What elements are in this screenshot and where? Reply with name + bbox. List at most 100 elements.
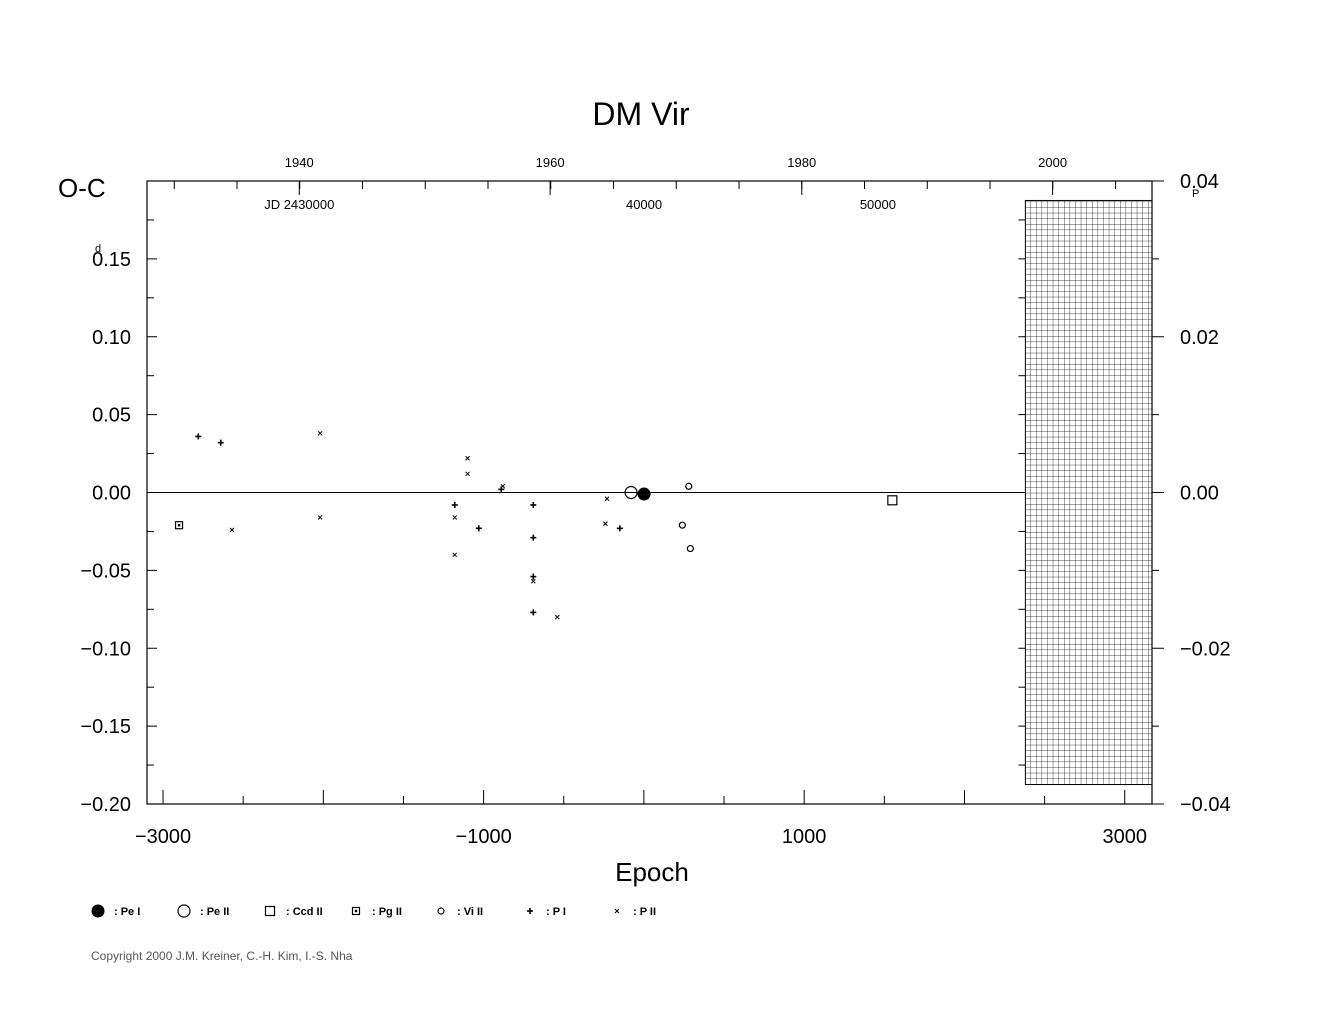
legend-item: : Pe II (177, 904, 229, 918)
open-circle-mark (177, 904, 191, 918)
legend-item: : Ccd II (264, 905, 323, 918)
legend-label: : Pe I (114, 906, 140, 918)
year-tick-label: 1980 (787, 155, 816, 170)
data-point (637, 487, 651, 501)
data-point (475, 525, 482, 532)
cross-b (603, 521, 608, 527)
legend-marker (351, 906, 361, 916)
data-point (500, 483, 506, 489)
small-square-mark (351, 906, 361, 916)
x-tick-label: 1000 (782, 826, 827, 848)
data-point (530, 578, 536, 584)
year-tick-label: 2000 (1038, 155, 1067, 170)
year-tick-label: 1940 (285, 155, 314, 170)
legend: : Pe I : Pe II : Ccd II : Pg II : Vi II : P I… (91, 904, 656, 918)
legend-label: : P I (546, 906, 566, 918)
legend-label: : Vi II (457, 906, 483, 918)
y-tick-label: 0.10 (92, 327, 131, 349)
cross-b (530, 578, 536, 584)
data-point (887, 495, 898, 506)
cross-b (229, 527, 235, 533)
legend-marker (91, 904, 105, 918)
data-point (451, 501, 458, 508)
open-square-mark (887, 495, 898, 506)
small-square-dot (177, 524, 181, 527)
legend-item: : P II (614, 906, 656, 918)
data-point (554, 614, 560, 620)
y2-tick-label: 0.00 (1180, 483, 1219, 505)
copyright-note: Copyright 2000 J.M. Kreiner, C.-H. Kim, … (91, 949, 353, 963)
y-tick-label: −0.05 (80, 560, 131, 582)
cross-b (604, 496, 610, 502)
y2-tick-label: 0.02 (1180, 327, 1219, 349)
data-point (217, 439, 224, 446)
legend-label: : P II (633, 906, 656, 918)
small-square-dot (354, 909, 358, 913)
y2-tick-label: 0.04 (1180, 171, 1219, 193)
legend-label: : Pe II (200, 906, 229, 918)
data-point (317, 515, 323, 520)
data-point (317, 430, 323, 436)
open-circle-mark (624, 485, 638, 500)
cross-b (614, 908, 620, 914)
cross-b (554, 614, 560, 620)
filled-circle-mark (637, 487, 651, 501)
cross-b (452, 515, 458, 520)
open-square-mark (264, 905, 276, 917)
data-point (452, 552, 458, 558)
data-point (678, 521, 686, 529)
y-tick-label: 0.00 (92, 483, 131, 505)
y-tick-label: 0.05 (92, 405, 131, 427)
legend-marker (177, 904, 191, 918)
cross-b (452, 552, 458, 558)
small-square-mark (174, 521, 184, 530)
data-point (616, 525, 623, 532)
y2-unit-superscript: P (1192, 188, 1199, 200)
small-circle-mark (685, 482, 693, 490)
y2-tick-label: −0.02 (1180, 638, 1231, 660)
x-tick-label: 3000 (1103, 826, 1148, 848)
y-tick-label: −0.15 (80, 716, 131, 738)
chart-title: DM Vir (592, 96, 690, 132)
data-point (685, 482, 693, 490)
data-point (195, 433, 202, 440)
jd-tick-label: JD 2430000 (264, 197, 334, 212)
y-tick-label: −0.20 (80, 794, 131, 816)
data-point (624, 485, 638, 500)
jd-tick-label: 50000 (860, 197, 896, 212)
legend-marker (264, 905, 276, 917)
data-point (465, 455, 470, 461)
filled-circle-mark (91, 904, 105, 918)
legend-item: : Pg II (351, 906, 402, 918)
data-point (465, 471, 470, 477)
legend-marker (437, 907, 445, 915)
small-circle-mark (437, 907, 445, 915)
legend-label: : Pg II (372, 906, 402, 918)
tick-labels: 0.15 0.10 0.05 0.00 −0.05 −0.10 −0.15 −0.20 d 0.0… (80, 155, 1230, 848)
year-tick-label: 1960 (536, 155, 565, 170)
cross-b (465, 471, 470, 477)
data-point (452, 515, 458, 520)
small-circle-mark (678, 521, 686, 529)
small-circle-mark (686, 544, 694, 553)
legend-marker (527, 908, 533, 914)
y-tick-label: −0.10 (80, 638, 131, 660)
data-point (530, 609, 537, 616)
y2-tick-label: −0.04 (1180, 794, 1231, 816)
cross-b (465, 455, 470, 461)
future-grid-area (1024, 199, 1153, 786)
legend-label: : Ccd II (286, 906, 323, 918)
x-axis-label: Epoch (615, 857, 689, 887)
y-unit-superscript: d (95, 243, 101, 255)
legend-item: : P I (527, 906, 566, 918)
x-tick-label: −3000 (135, 826, 191, 848)
cross-b (317, 515, 323, 520)
y-tick-label: 0.15 (92, 249, 131, 271)
y-axis-label: O-C (58, 173, 106, 203)
data-point (686, 544, 694, 553)
axis-ticks (147, 180, 1164, 805)
legend-item: : Pe I (91, 904, 140, 918)
data-point (229, 527, 235, 533)
legend-item: : Vi II (437, 906, 483, 918)
